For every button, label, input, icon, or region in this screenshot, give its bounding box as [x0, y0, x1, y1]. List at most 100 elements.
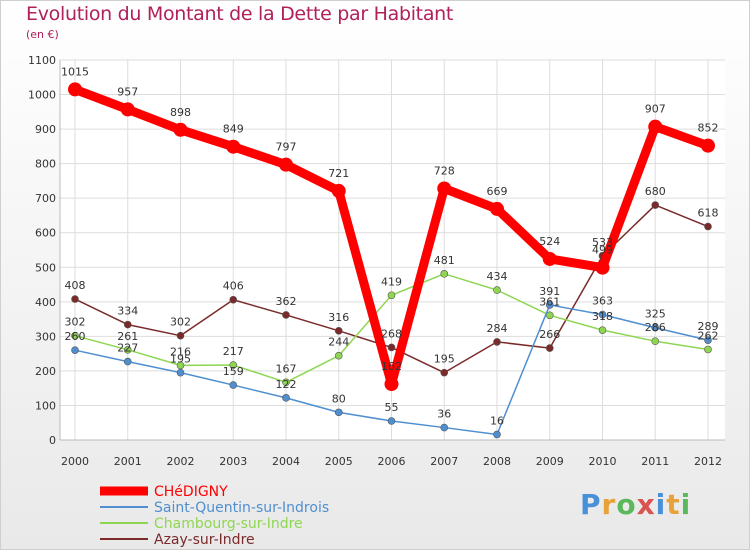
data-label: 361 — [539, 295, 560, 308]
y-tick-label: 500 — [35, 261, 56, 274]
data-label: 533 — [592, 236, 613, 249]
y-tick-label: 100 — [35, 399, 56, 412]
series-layer — [68, 82, 715, 439]
data-label: 728 — [434, 165, 455, 178]
data-point — [440, 270, 449, 278]
data-point — [493, 286, 501, 294]
data-point — [176, 368, 185, 377]
data-point — [493, 338, 501, 346]
data-label: 334 — [117, 305, 138, 318]
data-point — [282, 394, 290, 402]
logo-letter: x — [636, 488, 656, 521]
data-label: 216 — [170, 345, 191, 358]
data-point — [173, 122, 188, 137]
data-point — [282, 378, 290, 387]
data-label: 391 — [539, 285, 560, 298]
data-label: 907 — [645, 103, 666, 116]
data-label: 227 — [117, 342, 138, 355]
data-label: 80 — [332, 392, 346, 405]
logo-letter: t — [666, 488, 681, 521]
data-point — [387, 343, 396, 352]
data-point — [437, 181, 452, 196]
data-point — [542, 251, 557, 266]
data-labels: 1015 957 898 849 797 721 162 728 669 524 499 907 852… — [61, 65, 719, 427]
data-label: 286 — [645, 321, 666, 334]
data-label: 618 — [698, 207, 719, 220]
unit-label: (en €) — [26, 28, 59, 41]
x-tick-label: 2009 — [536, 455, 564, 468]
y-tick-label: 1100 — [28, 54, 56, 67]
x-tick-label: 2008 — [483, 455, 511, 468]
y-tick-label: 400 — [35, 296, 56, 309]
logo-letter: i — [655, 488, 667, 521]
legend-label: Chambourg-sur-Indre — [154, 516, 303, 532]
data-point — [123, 320, 132, 329]
data-point — [334, 327, 343, 335]
data-point — [176, 331, 185, 340]
data-point — [71, 346, 79, 354]
x-tick-label: 2002 — [167, 455, 195, 468]
x-tick-label: 2001 — [114, 455, 142, 468]
data-point — [226, 139, 241, 154]
data-label: 122 — [276, 378, 297, 391]
data-label: 302 — [65, 316, 86, 329]
data-label: 852 — [698, 122, 719, 135]
data-label: 797 — [276, 141, 297, 154]
data-point — [651, 323, 660, 332]
y-tick-label: 600 — [35, 227, 56, 240]
x-tick-label: 2011 — [641, 455, 669, 468]
y-tick-label: 200 — [35, 365, 56, 378]
data-point — [704, 222, 712, 231]
data-point — [490, 201, 504, 216]
data-label: 419 — [381, 275, 402, 288]
data-point — [229, 295, 238, 304]
data-point — [598, 310, 607, 319]
data-point — [71, 295, 79, 303]
data-label: 167 — [276, 362, 297, 375]
data-point — [331, 183, 346, 198]
x-tick-label: 2004 — [272, 455, 300, 468]
data-label: 849 — [223, 123, 244, 136]
data-point — [704, 345, 712, 354]
data-point — [545, 301, 554, 309]
data-label: 16 — [490, 414, 504, 427]
y-tick-label: 0 — [49, 434, 56, 447]
data-label: 406 — [223, 280, 244, 293]
x-tick-label: 2010 — [589, 455, 617, 468]
y-tick-label: 800 — [35, 158, 56, 171]
data-label: 302 — [170, 316, 191, 329]
data-point — [68, 82, 82, 97]
data-label: 268 — [381, 327, 402, 340]
legend-label: CHéDIGNY — [154, 484, 228, 500]
x-tick-label: 2003 — [219, 455, 247, 468]
proxiti-logo: Proxiti — [580, 488, 691, 521]
data-label: 325 — [645, 308, 666, 321]
data-point — [71, 331, 79, 340]
data-label: 162 — [381, 360, 402, 373]
data-point — [384, 377, 399, 392]
data-label: 318 — [592, 310, 613, 323]
data-label: 159 — [223, 365, 244, 378]
data-label: 680 — [645, 185, 666, 198]
x-tick-label: 2007 — [430, 455, 458, 468]
data-point — [440, 423, 449, 432]
data-label: 261 — [117, 330, 138, 343]
logo-letter: o — [616, 488, 637, 521]
data-point — [651, 337, 660, 346]
logo-letter: i — [680, 488, 692, 521]
data-label: 284 — [487, 322, 508, 335]
x-tick-label: 2005 — [325, 455, 353, 468]
data-label: 481 — [434, 254, 455, 267]
data-point — [651, 201, 660, 209]
data-label: 363 — [592, 295, 613, 308]
data-label: 289 — [698, 320, 719, 333]
data-label: 499 — [592, 244, 613, 257]
data-label: 721 — [328, 167, 349, 180]
data-point — [545, 344, 554, 352]
data-label: 362 — [276, 295, 297, 308]
logo-letter: P — [580, 488, 602, 521]
legend: CHéDIGNYSaint-Quentin-sur-IndroisChambou… — [100, 484, 329, 548]
data-point — [229, 381, 238, 389]
data-label: 408 — [65, 279, 86, 292]
